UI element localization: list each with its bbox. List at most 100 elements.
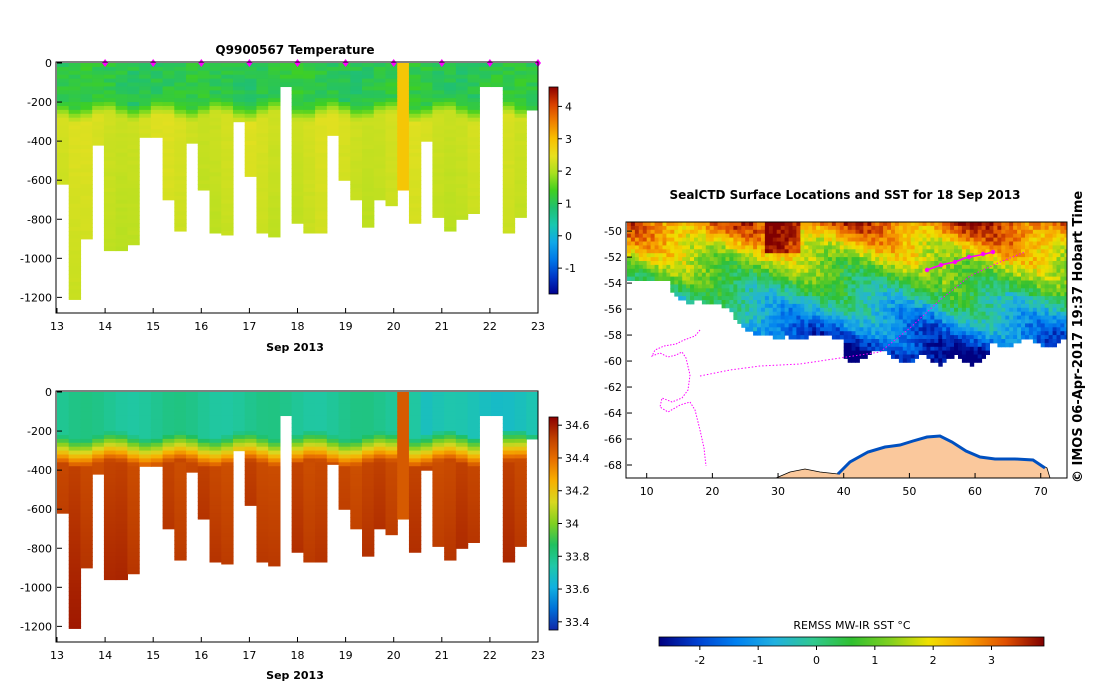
sst-cell <box>883 335 888 340</box>
sst-cell <box>768 315 774 320</box>
sst-cell <box>627 222 632 227</box>
sst-cell <box>910 229 916 235</box>
section-cell <box>244 90 258 95</box>
sst-cell <box>682 225 687 231</box>
section-cell <box>57 415 70 420</box>
section-cell <box>362 489 375 495</box>
sst-cell <box>678 225 683 231</box>
sst-cell <box>634 229 640 235</box>
section-cell <box>303 493 316 499</box>
section-cell <box>408 180 422 185</box>
section-cell <box>256 509 269 514</box>
sst-cell <box>820 280 825 285</box>
section-cell <box>303 94 316 99</box>
sst-cell <box>753 245 758 250</box>
section-cell <box>350 442 363 448</box>
section-cell <box>197 152 211 158</box>
sst-cell <box>906 296 912 301</box>
sst-field <box>627 222 1067 367</box>
section-cell <box>397 427 410 432</box>
section-cell <box>162 90 175 95</box>
section-cell <box>174 164 187 170</box>
sst-cell <box>642 222 648 227</box>
sst-cell <box>808 249 813 254</box>
sst-cell <box>800 311 805 317</box>
sst-cell <box>768 327 774 332</box>
section-cell <box>455 195 469 201</box>
section-cell <box>467 184 480 189</box>
sst-cell <box>851 354 856 359</box>
section-cell <box>268 94 281 99</box>
section-cell <box>385 137 398 142</box>
section-cell <box>385 63 398 68</box>
section-cell <box>291 536 304 542</box>
section-cell <box>103 462 117 467</box>
section-cell <box>221 74 234 80</box>
section-cell <box>385 117 398 123</box>
sst-cell <box>788 319 793 324</box>
section-cell <box>162 501 175 506</box>
sst-cell <box>753 225 758 231</box>
section-cell <box>420 102 434 107</box>
section-cell <box>150 70 164 76</box>
sst-cell <box>674 222 679 227</box>
sst-cell <box>847 237 853 242</box>
section-cell <box>80 536 93 542</box>
section-cell <box>444 109 457 115</box>
sst-cell <box>887 292 892 297</box>
section-cell <box>244 462 258 467</box>
sst-cell <box>690 268 695 274</box>
sst-cell <box>764 241 770 246</box>
x-tick-label: 13 <box>50 649 64 662</box>
section-cell <box>455 215 469 220</box>
section-cell <box>221 419 234 424</box>
section-cell <box>303 113 316 119</box>
section-cell <box>291 423 304 428</box>
section-cell <box>502 191 516 197</box>
section-cell <box>315 392 328 397</box>
sst-cell <box>725 233 730 239</box>
sst-cell <box>891 237 896 242</box>
section-cell <box>502 199 516 205</box>
section-cell <box>444 450 457 456</box>
section-cell <box>139 458 152 463</box>
section-cell <box>315 470 328 475</box>
section-cell <box>174 520 187 526</box>
section-cell <box>127 145 140 150</box>
sst-cell <box>796 331 801 336</box>
section-cell <box>197 462 211 467</box>
section-cell <box>362 105 375 111</box>
sst-cell <box>851 358 856 363</box>
section-cell <box>68 199 82 205</box>
section-cell <box>514 524 527 530</box>
sst-cell <box>733 296 738 301</box>
section-cell <box>186 78 199 84</box>
section-cell <box>455 517 469 522</box>
sst-cell <box>922 245 927 250</box>
section-cell <box>162 454 175 460</box>
sst-cell <box>843 300 849 305</box>
sst-cell <box>800 261 805 266</box>
section-cell <box>420 113 434 119</box>
section-cell <box>350 427 363 432</box>
section-cell <box>455 125 469 131</box>
sst-cell <box>851 257 856 262</box>
section-cell <box>221 129 234 134</box>
section-cell <box>514 203 527 209</box>
sst-cell <box>709 222 715 227</box>
sst-cell <box>828 225 833 231</box>
sst-cell <box>737 272 742 278</box>
sst-cell <box>914 241 919 246</box>
sst-cell <box>824 280 829 285</box>
section-cell <box>303 141 316 146</box>
sst-cell <box>812 237 817 242</box>
sst-cell <box>804 225 809 231</box>
sst-cell <box>780 237 786 242</box>
section-cell <box>256 180 269 185</box>
section-cell <box>209 199 222 205</box>
sst-cell <box>796 327 801 332</box>
sst-cell <box>697 292 703 297</box>
sst-cell <box>694 272 699 278</box>
section-cell <box>455 129 469 134</box>
sst-cell <box>867 339 872 344</box>
